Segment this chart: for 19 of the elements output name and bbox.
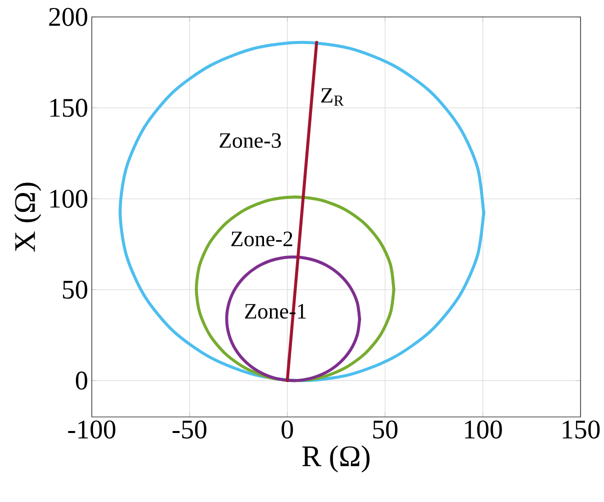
x-tick-label: -100 <box>68 420 116 439</box>
y-axis-title: X (Ω) <box>14 182 42 252</box>
line-series <box>118 41 486 382</box>
y-tick-label: 200 <box>49 8 88 26</box>
line-series <box>194 196 396 382</box>
x-tick-label: 0 <box>282 420 293 439</box>
y-tick-label: 150 <box>50 98 88 118</box>
x-tick-label: 50 <box>373 420 398 439</box>
y-tick-label: 0 <box>76 372 88 390</box>
line-series <box>225 256 362 382</box>
y-tick-label: 100 <box>50 190 88 208</box>
annotation: Zone-2 <box>231 232 292 246</box>
x-tick-label: -50 <box>172 420 206 439</box>
annotation: Zone-3 <box>220 133 281 148</box>
x-tick-label: 150 <box>562 420 600 439</box>
annotation: Z$_{R}$ <box>321 88 344 106</box>
x-axis-title: R (Ω) <box>302 446 370 473</box>
y-tick-label: 50 <box>62 280 88 299</box>
x-tick-label: 100 <box>465 420 502 439</box>
